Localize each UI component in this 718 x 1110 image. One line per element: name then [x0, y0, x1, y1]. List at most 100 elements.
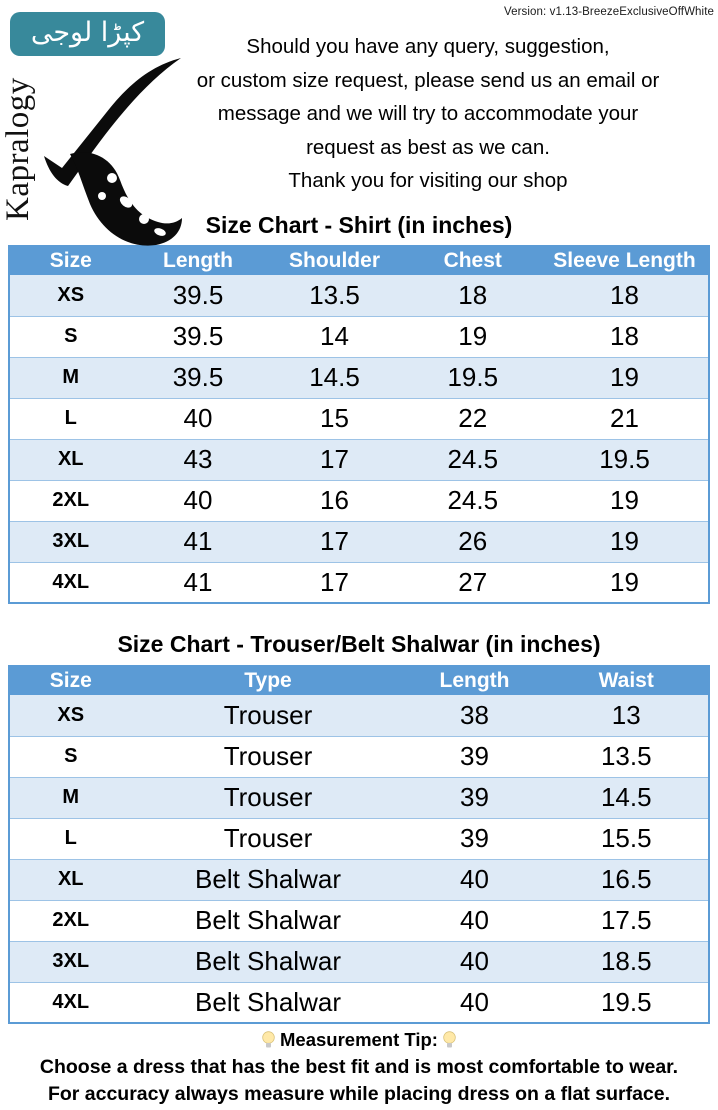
table-row-3xl: 3XL 41 17 26 19	[9, 521, 709, 562]
table-row-s: S 39.5 14 19 18	[9, 316, 709, 357]
table-row-xl: XL Belt Shalwar 40 16.5	[9, 859, 709, 900]
table-row-2xl: 2XL Belt Shalwar 40 17.5	[9, 900, 709, 941]
table-cell: 14	[320, 321, 349, 351]
table-cell: 13.5	[309, 279, 360, 310]
intro-line: request as best as we can.	[306, 135, 550, 159]
column-header-size: Size	[9, 666, 132, 695]
intro-line: message and we will try to accommodate y…	[217, 102, 639, 125]
table-cell: 16	[320, 485, 349, 515]
table-cell: 40	[460, 905, 489, 935]
table-cell: 39.5	[172, 279, 224, 310]
table-cell: 24.5	[447, 485, 499, 515]
table-cell: 24.5	[447, 444, 499, 474]
measurement-tip-line: For accuracy always measure while placin…	[47, 1083, 671, 1105]
table-cell: 38	[460, 699, 489, 730]
table-row-l: L Trouser 39 15.5	[9, 818, 709, 859]
table-cell: 18	[610, 321, 639, 351]
column-header-length: Length	[404, 666, 545, 695]
table-cell: 22	[458, 403, 488, 433]
page-header: کپڑا لوجی Version: v1.13-BreezeExclusive…	[0, 0, 718, 246]
column-header-waist: Waist	[544, 666, 709, 695]
lightbulb-icon	[443, 1031, 456, 1048]
table-cell: 19	[458, 321, 488, 351]
table-cell: S	[64, 745, 78, 767]
table-cell: 17.5	[600, 905, 652, 935]
table-cell: 40	[183, 403, 213, 433]
table-cell: 19	[610, 485, 639, 515]
table-cell: 40	[460, 986, 489, 1017]
version-label: Version: v1.13-BreezeExclusiveOffWhite	[503, 6, 714, 18]
measurement-tip-heading-row: Measurement Tip:	[0, 1029, 718, 1054]
table-row-l: L 40 15 22 21	[9, 398, 709, 439]
table-cell: 4XL	[52, 990, 90, 1013]
table-cell: XL	[57, 868, 84, 890]
table-row-xs: XS Trouser 38 13	[9, 695, 709, 736]
table-cell: 3XL	[52, 530, 90, 552]
table-row-xl: XL 43 17 24.5 19.5	[9, 439, 709, 480]
shirt-table-body: XS 39.5 13.5 18 18 S 39.5 14 19 18 M 39.5 14.5 19.5 19…	[9, 275, 709, 603]
shirt-table-header-row: Size Length Shoulder Chest Sleeve Length	[9, 246, 709, 275]
table-cell: 19.5	[599, 444, 650, 474]
intro-line: Should you have any query, suggestion,	[246, 35, 610, 58]
shirt-size-table: Size Length Shoulder Chest Sleeve Length XS 3…	[8, 245, 710, 604]
column-header-size: Size	[9, 246, 132, 275]
measurement-tip-section: Measurement Tip: Choose a dress that has…	[0, 1029, 718, 1108]
intro-line: Thank you for visiting our shop	[288, 169, 568, 192]
table-cell: Trouser	[223, 823, 313, 853]
table-row-s: S Trouser 39 13.5	[9, 736, 709, 777]
table-cell: 39	[460, 741, 489, 771]
table-row-4xl: 4XL 41 17 27 19	[9, 562, 709, 603]
lightbulb-icon	[262, 1031, 275, 1048]
table-cell: 19	[610, 566, 639, 597]
table-cell: 13	[611, 699, 641, 730]
trouser-table-header-row: Size Type Length Waist	[9, 666, 709, 695]
table-cell: 2XL	[52, 489, 90, 511]
table-cell: Trouser	[223, 741, 313, 771]
table-row-2xl: 2XL 40 16 24.5 19	[9, 480, 709, 521]
table-cell: 17	[320, 444, 349, 474]
column-header-type: Type	[131, 666, 405, 695]
table-cell: 19	[610, 362, 639, 392]
table-cell: 15.5	[600, 823, 652, 853]
table-cell: 19	[610, 526, 639, 556]
table-cell: 14.5	[309, 362, 360, 392]
table-cell: 39.5	[172, 362, 224, 392]
table-cell: 40	[460, 946, 489, 976]
trouser-table-body: XS Trouser 38 13 S Trouser 39 13.5 M Trouser 39 14.…	[9, 695, 709, 1023]
column-header-chest: Chest	[404, 246, 541, 275]
table-cell: L	[64, 407, 77, 429]
table-cell: Trouser	[223, 782, 313, 812]
table-cell: XS	[57, 283, 85, 306]
table-cell: 41	[183, 566, 213, 597]
intro-line: or custom size request, please send us a…	[196, 68, 660, 92]
table-row-m: M 39.5 14.5 19.5 19	[9, 357, 709, 398]
column-header-length: Length	[131, 246, 265, 275]
table-cell: Belt Shalwar	[195, 946, 341, 976]
table-cell: 39.5	[172, 321, 224, 351]
column-header-shoulder: Shoulder	[264, 246, 405, 275]
table-cell: 40	[460, 864, 489, 894]
table-cell: 26	[458, 526, 488, 556]
table-cell: M	[62, 366, 80, 388]
table-cell: 27	[458, 566, 488, 597]
table-cell: S	[64, 325, 78, 347]
kapralogy-k-logo-icon	[44, 58, 182, 246]
table-cell: 16.5	[600, 864, 652, 894]
table-cell: 17	[320, 566, 349, 597]
table-row-m: M Trouser 39 14.5	[9, 777, 709, 818]
table-cell: 39	[460, 823, 489, 853]
table-cell: Belt Shalwar	[195, 986, 341, 1017]
table-cell: 39	[460, 782, 489, 812]
table-cell: 40	[183, 485, 213, 515]
measurement-tip-heading: Measurement Tip:	[280, 1029, 438, 1050]
table-cell: 14.5	[600, 782, 652, 812]
table-cell: 18	[610, 279, 639, 310]
table-cell: XL	[57, 448, 84, 470]
table-cell: 3XL	[52, 950, 90, 972]
table-cell: Trouser	[223, 699, 313, 730]
table-cell: 19.5	[447, 362, 499, 392]
shirt-chart-title: Size Chart - Shirt (in inches)	[205, 212, 513, 238]
table-cell: 43	[183, 444, 213, 474]
table-cell: XS	[57, 703, 85, 726]
intro-message: Should you have any query, suggestion, o…	[140, 30, 716, 198]
